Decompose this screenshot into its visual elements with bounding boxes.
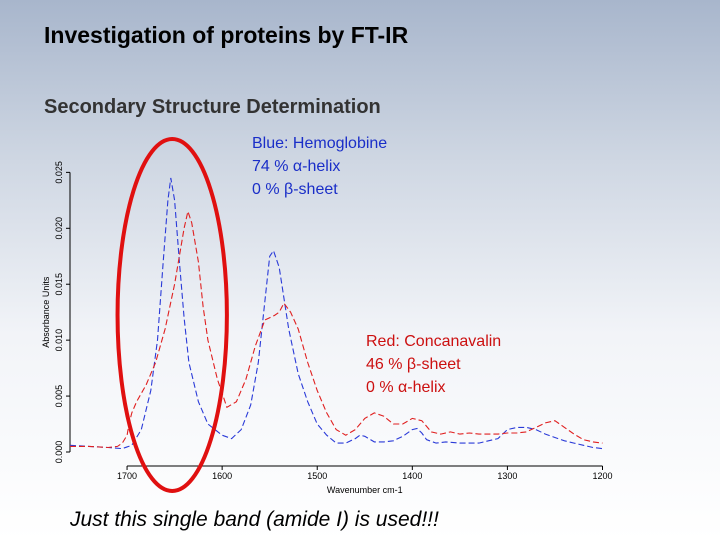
y-tick-label: 0.000: [54, 441, 64, 464]
x-tick-label: 1700: [117, 471, 137, 481]
x-tick-label: 1200: [592, 471, 612, 481]
hemoglobine-spectrum-line: [69, 177, 603, 450]
slide-title: Investigation of proteins by FT-IR: [44, 22, 409, 48]
y-tick-label: 0.020: [54, 217, 64, 240]
x-tick-label: 1500: [307, 471, 327, 481]
y-tick-label: 0.010: [54, 329, 64, 352]
blue-beta-sheet: 0 % β-sheet: [252, 181, 338, 198]
red-annotation: Red: Concanavalin 46 % β-sheet 0 % α-hel…: [366, 330, 501, 399]
amide-caption: Just this single band (amide I) is used!…: [70, 508, 439, 531]
y-tick-label: 0.025: [54, 161, 64, 184]
blue-alpha-helix: 74 % α-helix: [252, 158, 341, 175]
y-tick-label: 0.015: [54, 273, 64, 296]
blue-label: Blue: Hemoglobine: [252, 135, 388, 152]
red-label: Red: Concanavalin: [366, 333, 502, 350]
slide-subtitle: Secondary Structure Determination: [44, 96, 381, 118]
x-tick-label: 1300: [497, 471, 517, 481]
red-alpha-helix: 0 % α-helix: [366, 379, 446, 396]
x-tick-label: 1400: [402, 471, 422, 481]
x-axis-label: Wavenumber cm-1: [327, 485, 403, 495]
x-tick-label: 1600: [212, 471, 232, 481]
blue-annotation: Blue: Hemoglobine 74 % α-helix 0 % β-she…: [252, 132, 387, 201]
amide-i-highlight-ellipse: [115, 137, 229, 493]
concanavalin-spectrum-line: [70, 209, 603, 449]
y-axis-label: Absorbance Units: [41, 276, 51, 348]
y-tick-label: 0.005: [54, 385, 64, 408]
red-beta-sheet: 46 % β-sheet: [366, 356, 461, 373]
